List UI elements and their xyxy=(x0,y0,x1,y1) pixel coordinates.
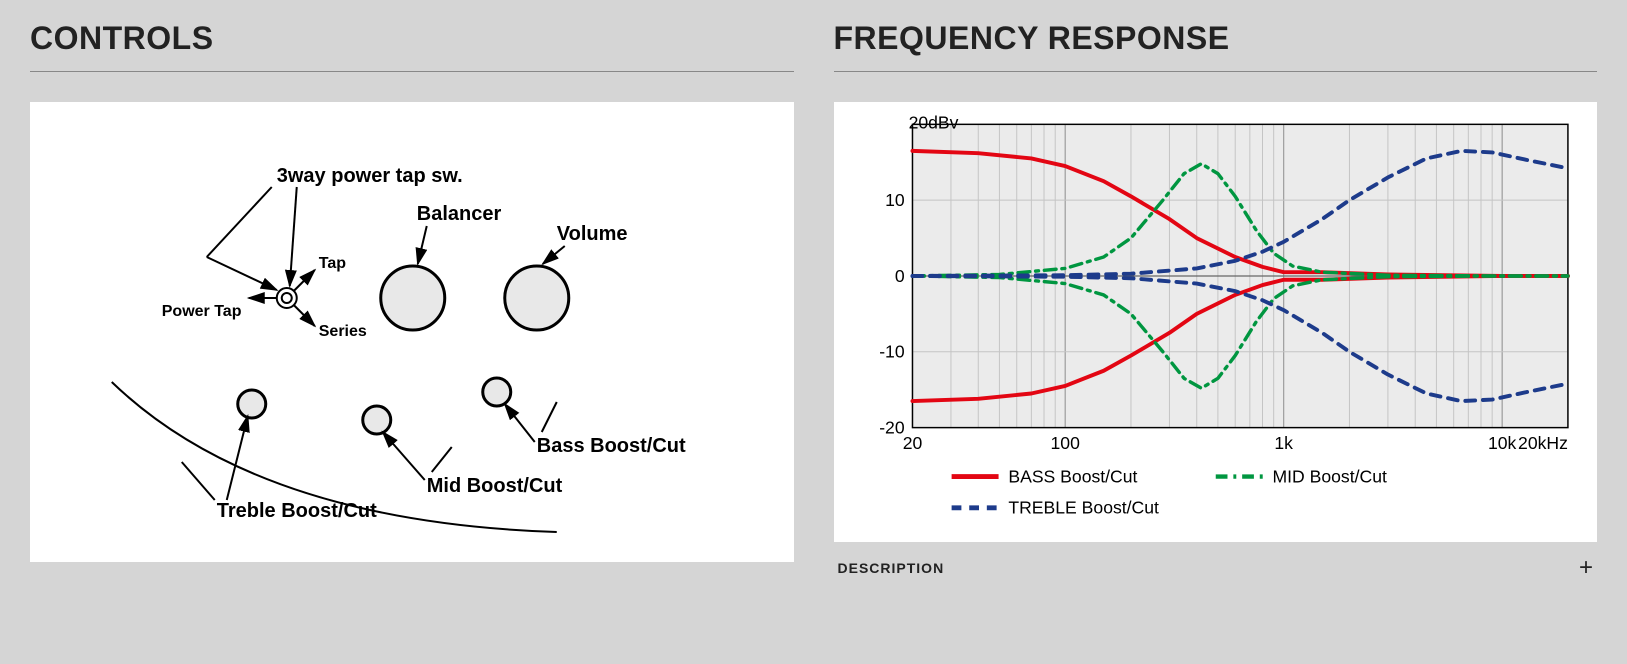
svg-text:-20: -20 xyxy=(879,417,905,437)
svg-text:Treble Boost/Cut: Treble Boost/Cut xyxy=(217,500,377,522)
svg-text:3way power tap sw.: 3way power tap sw. xyxy=(277,165,463,187)
expand-icon[interactable]: + xyxy=(1579,554,1593,582)
frequency-response-title: FREQUENCY RESPONSE xyxy=(834,20,1598,57)
svg-text:Power Tap: Power Tap xyxy=(162,303,242,320)
frequency-response-chart: -20 -10 0 10 20dBv 20 100 1k 10k20kHz BASS Boost/… xyxy=(844,108,1588,532)
controls-panel: CONTROLS Tap Series Power Tap 3way power ta… xyxy=(30,20,794,582)
svg-text:100: 100 xyxy=(1050,433,1080,453)
controls-divider xyxy=(30,71,794,72)
description-row[interactable]: DESCRIPTION + xyxy=(834,554,1598,582)
svg-text:10: 10 xyxy=(885,190,905,210)
svg-text:Mid Boost/Cut: Mid Boost/Cut xyxy=(427,475,563,497)
controls-title: CONTROLS xyxy=(30,20,794,57)
svg-text:10k: 10k xyxy=(1487,433,1516,453)
controls-diagram-box: Tap Series Power Tap 3way power tap sw. Bala… xyxy=(30,102,794,562)
controls-diagram: Tap Series Power Tap 3way power tap sw. Bala… xyxy=(30,102,794,562)
svg-text:0: 0 xyxy=(894,266,904,286)
frequency-response-chart-box: -20 -10 0 10 20dBv 20 100 1k 10k20kHz BASS Boost/… xyxy=(834,102,1598,542)
svg-text:Volume: Volume xyxy=(557,223,628,245)
frequency-response-divider xyxy=(834,71,1598,72)
svg-text:BASS Boost/Cut: BASS Boost/Cut xyxy=(1008,466,1137,486)
svg-text:Tap: Tap xyxy=(319,255,346,272)
svg-text:-10: -10 xyxy=(879,342,905,362)
svg-text:Series: Series xyxy=(319,323,367,340)
svg-text:MID Boost/Cut: MID Boost/Cut xyxy=(1272,466,1387,486)
frequency-response-panel: FREQUENCY RESPONSE -20 -10 0 10 20dBv 20 100 1k… xyxy=(834,20,1598,582)
svg-text:20kHz: 20kHz xyxy=(1518,433,1568,453)
svg-text:1k: 1k xyxy=(1274,433,1293,453)
description-label: DESCRIPTION xyxy=(838,560,945,576)
svg-text:TREBLE Boost/Cut: TREBLE Boost/Cut xyxy=(1008,498,1159,518)
svg-text:20dBv: 20dBv xyxy=(908,112,958,132)
svg-text:Bass Boost/Cut: Bass Boost/Cut xyxy=(537,435,686,457)
svg-text:20: 20 xyxy=(902,433,922,453)
svg-text:Balancer: Balancer xyxy=(417,203,502,225)
